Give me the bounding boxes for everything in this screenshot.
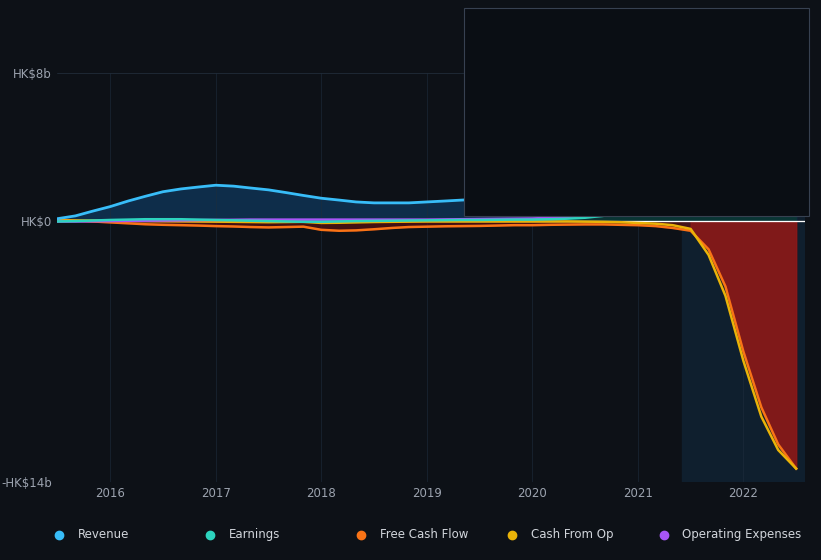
Text: Revenue: Revenue bbox=[478, 63, 526, 72]
Text: Operating Expenses: Operating Expenses bbox=[478, 197, 590, 207]
Text: HK$4.215b: HK$4.215b bbox=[636, 63, 705, 72]
Text: /yr: /yr bbox=[695, 90, 714, 99]
Text: Earnings: Earnings bbox=[478, 90, 526, 99]
Text: Earnings: Earnings bbox=[229, 528, 281, 542]
Text: -HK$13.303b: -HK$13.303b bbox=[636, 170, 717, 180]
Bar bbox=[682, 73, 805, 482]
Text: /yr: /yr bbox=[695, 63, 714, 72]
Text: HK$1.307b: HK$1.307b bbox=[636, 90, 704, 99]
Text: HK$756.187m: HK$756.187m bbox=[636, 197, 724, 207]
Text: profit margin: profit margin bbox=[671, 116, 747, 127]
Text: Free Cash Flow: Free Cash Flow bbox=[380, 528, 469, 542]
Text: Jun 30 2022: Jun 30 2022 bbox=[478, 25, 566, 38]
Text: 31.0%: 31.0% bbox=[636, 116, 675, 127]
Text: /yr: /yr bbox=[708, 197, 727, 207]
Text: Cash From Op: Cash From Op bbox=[478, 170, 556, 180]
Text: Free Cash Flow: Free Cash Flow bbox=[478, 143, 562, 153]
Text: Cash From Op: Cash From Op bbox=[531, 528, 614, 542]
Text: Revenue: Revenue bbox=[78, 528, 130, 542]
Text: /yr: /yr bbox=[708, 170, 727, 180]
Text: Operating Expenses: Operating Expenses bbox=[682, 528, 801, 542]
Text: -HK$13.323b: -HK$13.323b bbox=[636, 143, 717, 153]
Text: /yr: /yr bbox=[708, 143, 727, 153]
